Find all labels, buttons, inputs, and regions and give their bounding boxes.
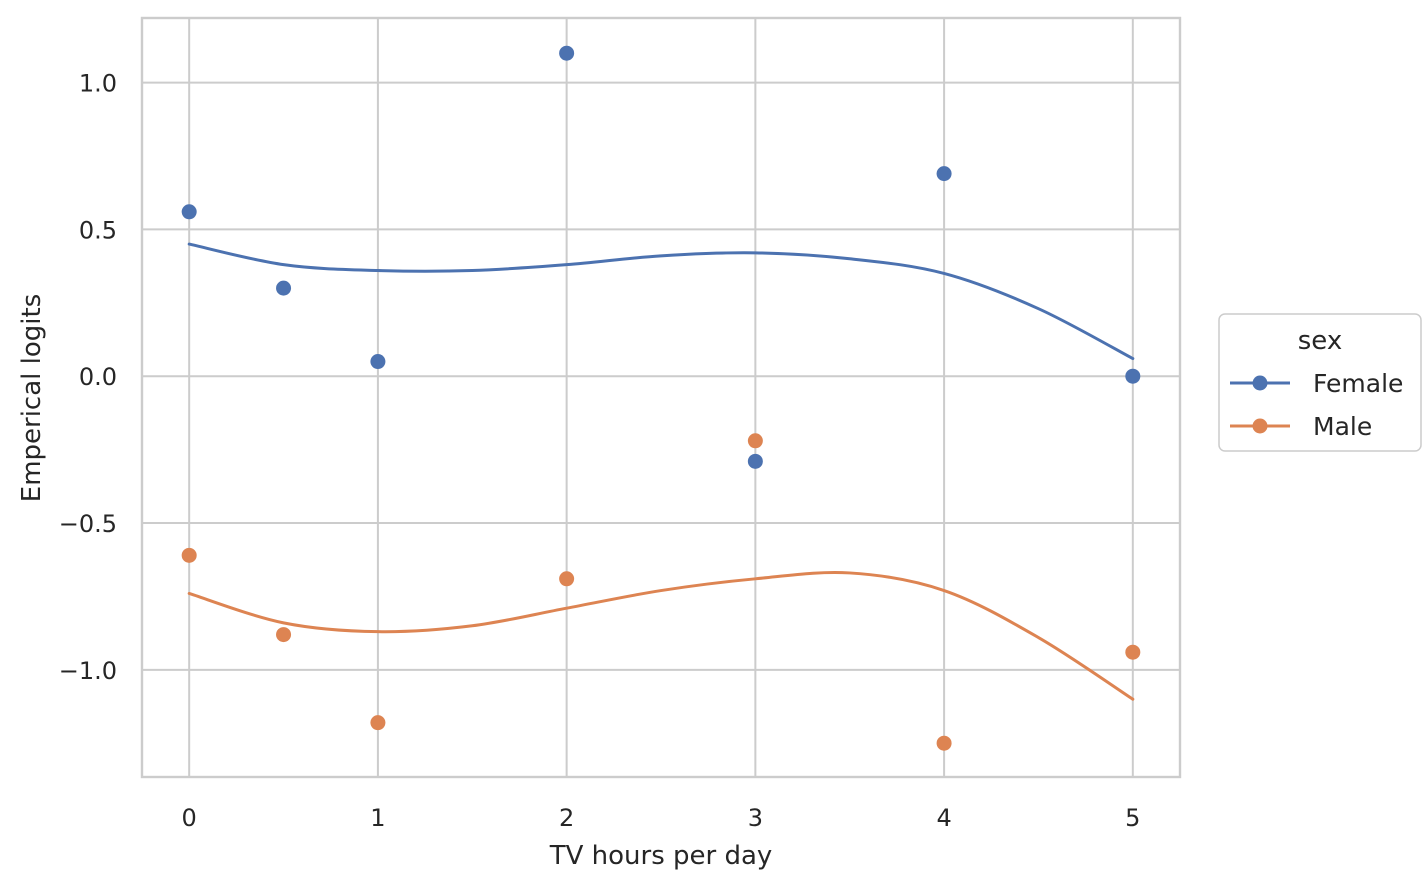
fit-lines xyxy=(187,242,1135,701)
female-point xyxy=(181,204,197,220)
male-point xyxy=(559,571,575,587)
female-legend-label: Female xyxy=(1313,369,1403,398)
x-tick-label: 3 xyxy=(748,804,763,832)
y-axis-label: Emperical logits xyxy=(17,294,47,502)
female-legend-marker xyxy=(1252,375,1268,391)
y-tick-label: −1.0 xyxy=(59,657,117,685)
male-point xyxy=(181,547,197,563)
female-point xyxy=(276,280,292,296)
male-legend-marker xyxy=(1252,418,1268,434)
legend-items: Female Male xyxy=(1230,369,1403,441)
female-fit-line xyxy=(187,242,1135,361)
legend-box xyxy=(1218,313,1422,452)
male-legend-label: Male xyxy=(1313,412,1372,441)
male-point xyxy=(936,735,952,751)
female-point xyxy=(1125,368,1141,384)
tick-labels: 0 1 2 3 4 5 1.0 0.5 0.0 −0.5 −1.0 xyxy=(59,70,1141,832)
x-tick-label: 2 xyxy=(559,804,574,832)
male-point xyxy=(1125,644,1141,660)
y-tick-label: 1.0 xyxy=(79,70,117,98)
male-fit-line xyxy=(187,571,1135,701)
male-point xyxy=(276,627,292,643)
female-point xyxy=(559,45,575,61)
x-tick-label: 4 xyxy=(936,804,951,832)
x-tick-label: 5 xyxy=(1125,804,1140,832)
x-axis-label: TV hours per day xyxy=(549,841,773,871)
plot-frame xyxy=(140,16,1182,779)
female-point xyxy=(370,354,386,370)
legend-title: sex xyxy=(1298,326,1342,356)
x-tick-label: 0 xyxy=(182,804,197,832)
male-point xyxy=(747,433,763,449)
data-points xyxy=(181,45,1141,751)
y-tick-label: 0.5 xyxy=(79,216,117,244)
y-tick-label: 0.0 xyxy=(79,363,117,391)
female-point xyxy=(936,166,952,182)
female-point xyxy=(747,453,763,469)
grid xyxy=(142,18,1180,777)
x-tick-label: 1 xyxy=(370,804,385,832)
y-tick-label: −0.5 xyxy=(59,510,117,538)
male-point xyxy=(370,715,386,731)
legend: sex Female Male xyxy=(1218,313,1422,452)
